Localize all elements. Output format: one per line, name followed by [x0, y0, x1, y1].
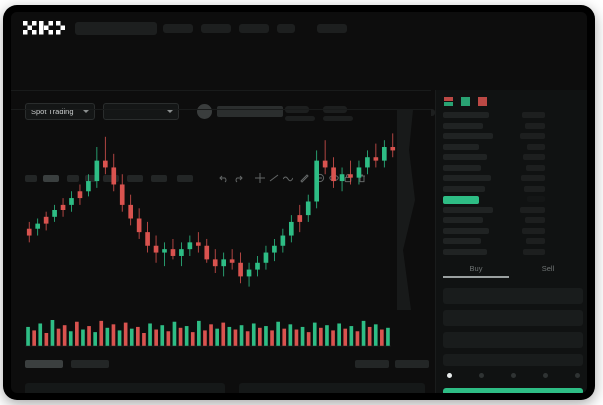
indicator-button[interactable] [177, 175, 193, 182]
order-book-row[interactable] [443, 227, 489, 234]
pager-dot[interactable] [575, 373, 580, 378]
order-book-row[interactable] [443, 185, 485, 192]
order-book-row[interactable] [443, 154, 487, 160]
order-book-row[interactable] [443, 175, 491, 181]
timeframe-3[interactable] [67, 175, 79, 182]
chart-tab-right-2[interactable] [395, 360, 429, 368]
pager-dot[interactable] [447, 373, 452, 378]
nav-item-4[interactable] [277, 24, 295, 33]
top-navigation-bar [11, 12, 587, 44]
coin-avatar [197, 104, 212, 119]
order-book-row-value [524, 185, 545, 192]
timeframe-6[interactable] [127, 175, 143, 182]
nav-item-2[interactable] [201, 24, 231, 33]
order-book-row[interactable] [443, 112, 489, 118]
pager-dot[interactable] [543, 373, 548, 378]
order-total-field[interactable] [443, 354, 583, 366]
device-screen: Spot Trading [11, 12, 587, 393]
order-book-row-value [521, 175, 545, 181]
nav-item-1[interactable] [163, 24, 193, 33]
order-book-row[interactable] [443, 143, 479, 150]
timeframe-4[interactable] [85, 175, 97, 182]
chevron-down-icon [83, 110, 89, 113]
trading-mode-label: Spot Trading [31, 107, 74, 116]
order-book-row[interactable] [443, 133, 493, 139]
order-book-row-value [520, 133, 545, 139]
chart-tab-right-1[interactable] [355, 360, 389, 368]
pager-dots[interactable] [447, 372, 580, 380]
nav-item-3[interactable] [239, 24, 269, 33]
order-book-row-value [525, 217, 545, 223]
order-book-row-value [523, 154, 545, 160]
order-price-field[interactable] [443, 310, 583, 326]
order-book-row[interactable] [443, 164, 481, 171]
order-book-row-value [523, 248, 545, 255]
order-book-row-value [527, 196, 545, 202]
order-book-row[interactable] [443, 122, 483, 129]
orderbook-layout-icons [443, 94, 488, 106]
okx-logo[interactable] [23, 21, 65, 35]
crosshair-icon[interactable] [255, 173, 265, 183]
order-book-row-value [526, 164, 545, 171]
open-orders-panel[interactable] [25, 383, 225, 393]
volume-chart [11, 310, 431, 350]
order-book-row-value [522, 112, 545, 118]
candlestick-chart[interactable] [11, 110, 431, 310]
submit-order-button[interactable] [443, 388, 583, 393]
order-book-row-value [527, 143, 545, 150]
order-amount-field[interactable] [443, 332, 583, 348]
nav-item-5[interactable] [317, 24, 347, 33]
order-book-row-value [520, 206, 545, 213]
chevron-down-icon [167, 110, 173, 113]
order-book-row[interactable] [443, 196, 479, 204]
market-summary-bar: Spot Trading [11, 54, 587, 121]
tab-sell[interactable]: Sell [541, 264, 555, 273]
orderbook-asks-icon[interactable] [477, 94, 488, 106]
order-book-row-value [525, 122, 545, 129]
order-book-row[interactable] [443, 248, 487, 255]
timeframe-5[interactable] [103, 175, 119, 182]
timeframe-1[interactable] [25, 175, 37, 182]
stat-value-2 [323, 116, 353, 121]
trading-pair-selector[interactable] [103, 103, 179, 120]
chart-tab-secondary[interactable] [71, 360, 109, 368]
trendline-icon[interactable] [269, 173, 279, 183]
last-price-value [217, 106, 283, 117]
pager-dot[interactable] [479, 373, 484, 378]
assets-panel[interactable] [239, 383, 425, 393]
brush-icon[interactable] [299, 173, 309, 183]
active-tab-underline [443, 276, 509, 278]
order-book-row-value [526, 238, 545, 244]
chart-toolbar [11, 90, 431, 183]
order-book-row[interactable] [443, 217, 483, 223]
trading-mode-selector[interactable]: Spot Trading [25, 103, 95, 120]
order-book-row-value [522, 227, 545, 234]
pager-dot[interactable] [511, 373, 516, 378]
orderbook-both-icon[interactable] [443, 94, 454, 106]
timeframe-7[interactable] [151, 175, 167, 182]
stat-value-1 [285, 116, 315, 121]
order-type-field[interactable] [443, 288, 583, 304]
orderbook-bids-icon[interactable] [460, 94, 471, 106]
order-book-row[interactable] [443, 238, 481, 244]
redo-icon[interactable] [233, 173, 243, 183]
chart-tab-active[interactable] [25, 360, 63, 368]
undo-icon[interactable] [219, 173, 229, 183]
tab-buy[interactable]: Buy [469, 264, 483, 273]
search-input[interactable] [75, 22, 157, 35]
wave-icon[interactable] [283, 173, 293, 183]
order-book-row[interactable] [443, 206, 493, 213]
timeframe-2[interactable] [43, 175, 59, 182]
